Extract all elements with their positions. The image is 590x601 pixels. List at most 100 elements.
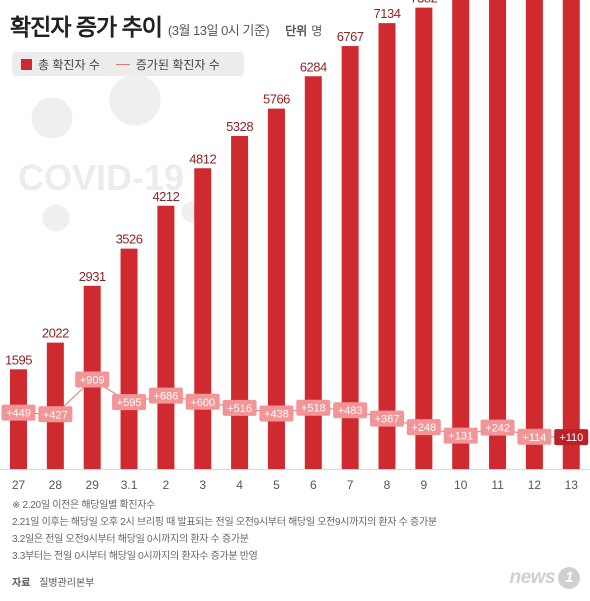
x-tick-label: 12: [528, 478, 542, 492]
bar-value-label: 6767: [337, 29, 364, 44]
legend-swatch-increase: [115, 63, 130, 65]
chart-subtitle: (3월 13일 0시 기준): [167, 23, 270, 38]
logo-text: news: [509, 567, 555, 588]
x-tick-label: 3.1: [121, 478, 138, 492]
increase-box: [259, 405, 294, 422]
x-tick-label: 8: [384, 478, 391, 492]
bar: [267, 108, 285, 469]
note-item: ※ 2.20일 이전은 해당일별 확진자수: [12, 500, 156, 511]
bar: [157, 205, 175, 469]
increase-value-label: +483: [338, 405, 363, 417]
x-tick-label: 13: [565, 478, 579, 492]
x-tick-label: 9: [421, 478, 428, 492]
increase-value-label: +516: [227, 403, 252, 415]
virus-icon: [31, 74, 203, 232]
increase-box: [370, 410, 404, 427]
increase-box: [443, 427, 478, 444]
bar-value-label: 7134: [374, 6, 401, 21]
increase-box: [554, 429, 589, 446]
increase-value-label: +248: [411, 422, 436, 434]
increase-box: [38, 406, 73, 423]
bar-value-label: 5766: [263, 92, 290, 107]
increase-value-label: +686: [154, 391, 179, 403]
source-label: 자료: [12, 578, 31, 589]
increase-value-label: +449: [6, 408, 31, 420]
increase-value-label: +427: [43, 409, 68, 421]
bar: [46, 342, 64, 469]
increase-box: [480, 419, 515, 436]
legend-swatch-total: [21, 58, 32, 70]
note-item: 3.2일은 전일 오전9시부터 해당일 0시까지의 환자 수 증가분: [12, 534, 249, 545]
bar: [489, 0, 507, 469]
increase-value-label: +110: [559, 432, 583, 444]
bar-value-label: 4812: [189, 151, 216, 166]
bar: [120, 248, 138, 469]
watermark-text: COVID-19: [18, 157, 184, 198]
x-tick-label: 10: [454, 478, 468, 492]
unit-value: 명: [311, 24, 323, 38]
increase-box: [517, 428, 552, 445]
increase-value-label: +131: [448, 431, 473, 443]
increase-box: [222, 399, 257, 416]
title-block: 확진자 증가 추이 (3월 13일 0시 기준) 단위 명: [10, 8, 323, 40]
x-tick-label: 3: [199, 478, 206, 492]
bar-value-label: 3526: [116, 232, 143, 247]
bar-value-label: 6284: [300, 59, 327, 74]
legend-label-total: 총 확진자 수: [38, 57, 100, 72]
increase-box: [185, 393, 220, 410]
bar: [341, 46, 359, 469]
x-tick-label: 11: [491, 478, 504, 492]
bar-value-label: 4212: [152, 189, 179, 204]
source-value: 질병관리본부: [39, 578, 95, 589]
increase-line-group: +449 +427 +909 +595 +686 +600 +516 +438 +518 +483…: [1, 371, 589, 446]
bar-value-label: 5328: [226, 119, 253, 134]
increase-value-label: +600: [190, 397, 215, 409]
news1-logo: news 1: [509, 566, 580, 589]
increase-value-label: +242: [485, 423, 510, 435]
unit-label: 단위: [285, 24, 308, 38]
increase-value-label: +114: [522, 432, 546, 444]
increase-box: [333, 402, 368, 419]
increase-line: [18, 378, 572, 438]
bar: [562, 0, 580, 469]
source: 자료 질병관리본부: [12, 574, 94, 589]
increase-value-label: +367: [375, 414, 400, 426]
bar: [525, 0, 543, 469]
x-tick-label: 2: [163, 478, 170, 492]
increase-value-label: +438: [264, 408, 289, 420]
increase-box: [75, 371, 110, 388]
increase-box: [148, 387, 183, 404]
x-tick-label: 6: [310, 478, 317, 492]
increase-box: [406, 419, 441, 436]
increase-value-label: +595: [117, 397, 142, 409]
increase-box: [1, 404, 36, 421]
legend: 총 확진자 수 증가된 확진자 수: [12, 52, 244, 76]
x-tick-label: 27: [12, 478, 26, 492]
x-axis: 27 28 29 3.1 2 3 4 5 6 7 8 9 10 11 12 13: [0, 469, 590, 492]
x-tick-label: 5: [273, 478, 280, 492]
bar-value-label: 2022: [42, 326, 69, 341]
bar-value-label: 2931: [79, 269, 106, 284]
bar: [415, 7, 433, 469]
increase-value-label: +518: [301, 403, 326, 415]
increase-box: [112, 394, 147, 411]
bar: [194, 168, 212, 469]
x-tick-label: 28: [49, 478, 63, 492]
notes: ※ 2.20일 이전은 해당일별 확진자수 2.21일 이후는 해당일 오후 2…: [12, 497, 437, 565]
legend-label-increase: 증가된 확진자 수: [135, 57, 220, 72]
increase-value-label: +909: [80, 375, 105, 387]
bar: [452, 0, 470, 469]
chart-title: 확진자 증가 추이: [10, 14, 163, 40]
bar: [231, 136, 249, 469]
x-tick-label: 29: [86, 478, 100, 492]
note-item: 3.3부터는 전일 0시부터 해당일 0시까지의 환자수 증가분 반영: [12, 551, 258, 562]
bars: 1595 2022 2931 3526 4212 4812 5328 5766 6284 6767…: [5, 0, 580, 469]
watermark: COVID-19: [18, 74, 203, 232]
note-item: 2.21일 이후는 해당일 오후 2시 브리핑 때 발표되는 전일 오전9시부터…: [12, 517, 437, 528]
bar-value-label: 7382: [410, 0, 437, 6]
bar: [304, 76, 322, 469]
x-tick-label: 4: [236, 478, 243, 492]
increase-box: [296, 399, 331, 416]
bar-value-label: 1595: [5, 352, 32, 367]
